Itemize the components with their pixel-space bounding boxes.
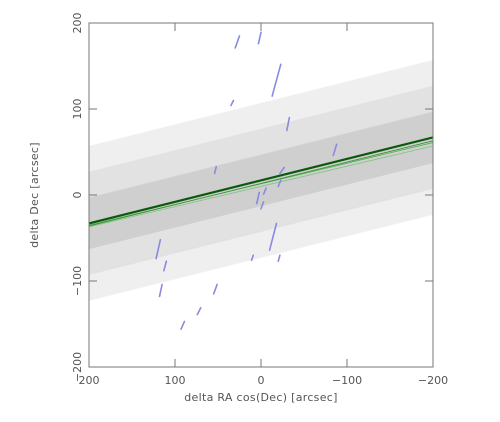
segment-3 [230,99,235,107]
segment-1 [257,31,262,45]
segment-14 [163,260,168,272]
fit-line [89,136,433,225]
y-tick-label: −100 [71,266,84,296]
segment-4 [285,116,291,132]
segment-13 [155,238,162,260]
x-tick-label: −100 [332,374,362,387]
segment-2 [271,63,282,97]
y-tick-label: 100 [71,99,84,120]
x-tick-label: 0 [258,374,265,387]
segment-7 [332,143,338,157]
y-tick-label: −200 [71,352,84,382]
x-tick-label: 200 [79,374,100,387]
y-tick-label: 0 [71,192,84,199]
fit-spread-line-2 [89,140,433,227]
segment-11 [260,201,265,210]
y-tick-label: 200 [71,13,84,34]
segment-16 [212,283,218,295]
x-tick-label: −200 [418,374,448,387]
segment-5 [213,165,218,175]
segment-10 [262,187,267,195]
segment-9 [255,191,261,205]
segment-15 [158,283,163,298]
segment-0 [234,35,241,49]
y-axis-label: delta Dec [arcsec] [28,142,41,248]
segment-17 [180,320,186,330]
segment-20 [277,254,281,263]
x-tick-label: 100 [165,374,186,387]
segment-6 [279,166,286,175]
segment-8 [277,179,282,188]
segment-18 [196,306,202,316]
segment-19 [250,254,255,262]
fit-spread-line-1 [89,145,433,228]
fit-spread-line-0 [89,142,433,226]
segment-12 [268,222,278,251]
x-axis-label: delta RA cos(Dec) [arcsec] [184,391,337,404]
